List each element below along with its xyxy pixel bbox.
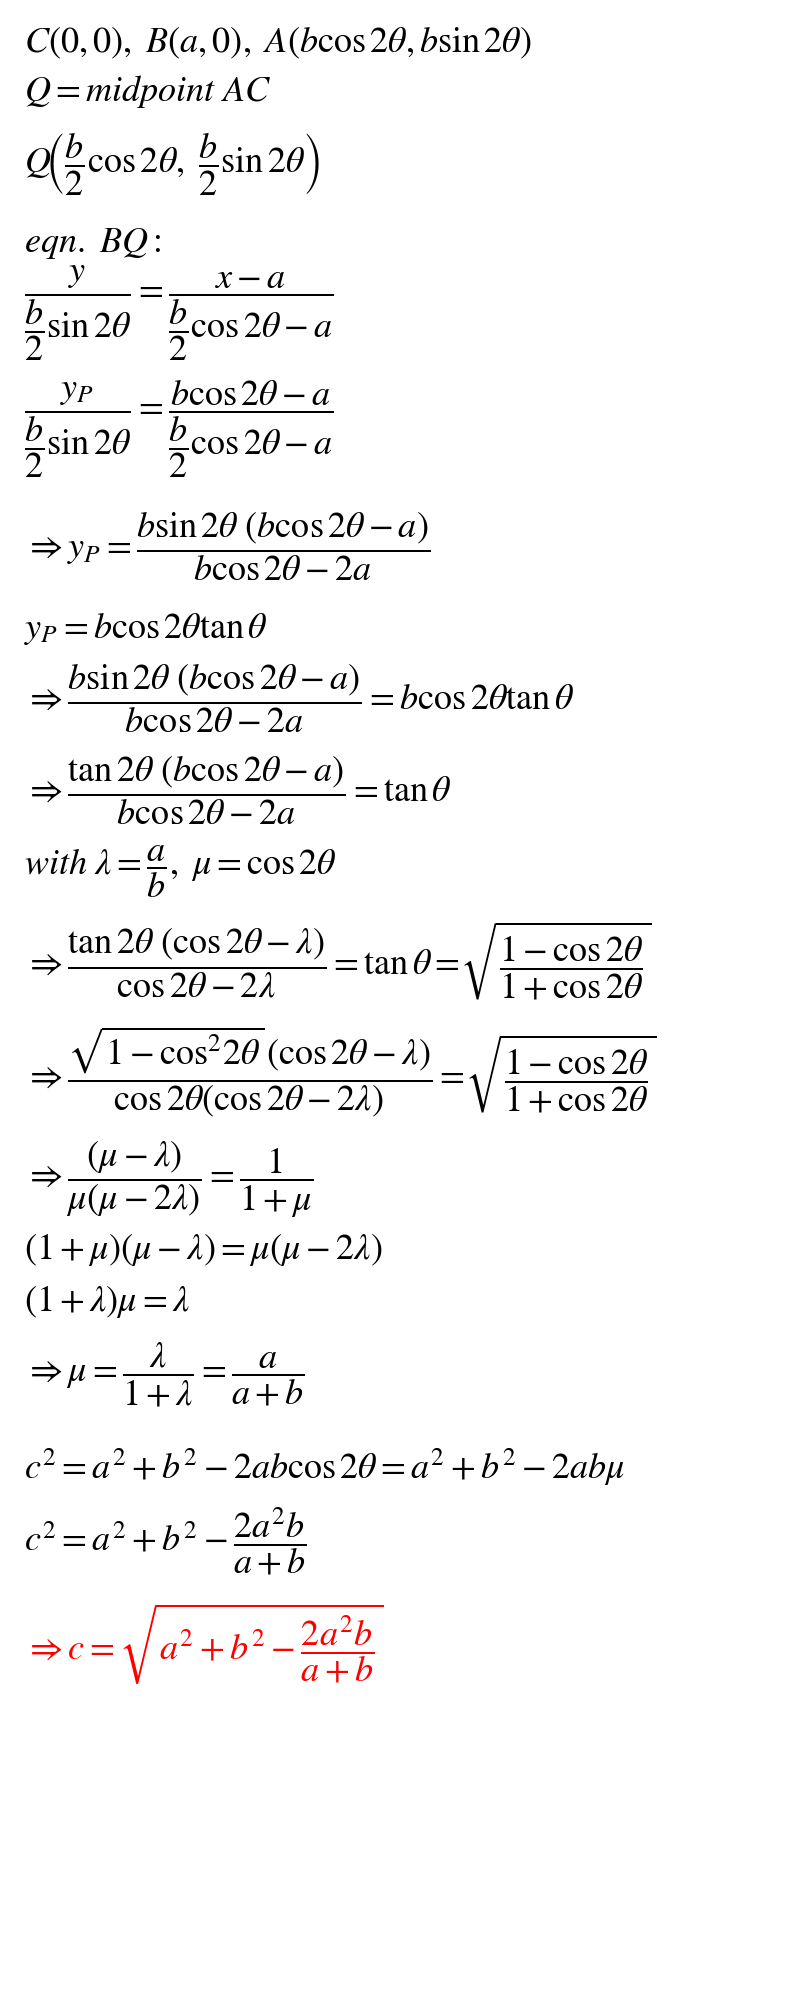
Text: $\Rightarrow\mu=\dfrac{\lambda}{1+\lambda}=\dfrac{a}{a+b}$: $\Rightarrow\mu=\dfrac{\lambda}{1+\lambd…: [24, 1341, 305, 1409]
Text: $\Rightarrow\dfrac{\tan 2\theta\ (\cos 2\theta-\lambda)}{\cos 2\theta-2\lambda}=: $\Rightarrow\dfrac{\tan 2\theta\ (\cos 2…: [24, 918, 652, 1002]
Text: $(1+\lambda)\mu=\lambda$: $(1+\lambda)\mu=\lambda$: [24, 1283, 190, 1319]
Text: $\dfrac{y}{\dfrac{b}{2}\sin 2\theta}=\dfrac{x-a}{\dfrac{b}{2}\cos 2\theta-a}$: $\dfrac{y}{\dfrac{b}{2}\sin 2\theta}=\df…: [24, 263, 334, 363]
Text: $c^2=a^2+b^2-\dfrac{2a^2b}{a+b}$: $c^2=a^2+b^2-\dfrac{2a^2b}{a+b}$: [24, 1505, 306, 1577]
Text: $Q\!\left(\dfrac{b}{2}\cos 2\theta,\ \dfrac{b}{2}\sin 2\theta\right)$: $Q\!\left(\dfrac{b}{2}\cos 2\theta,\ \df…: [24, 130, 320, 198]
Text: $Q{=}midpoint\ AC$: $Q{=}midpoint\ AC$: [24, 74, 271, 110]
Text: $\Rightarrow c=\sqrt{a^2+b^2-\dfrac{2a^2b}{a+b}}$: $\Rightarrow c=\sqrt{a^2+b^2-\dfrac{2a^2…: [24, 1603, 383, 1687]
Text: $with\ \lambda=\dfrac{a}{b},\ \mu=\cos 2\theta$: $with\ \lambda=\dfrac{a}{b},\ \mu=\cos 2…: [24, 844, 337, 900]
Text: $\Rightarrow\dfrac{b\sin 2\theta\ (b\cos 2\theta-a)}{b\cos 2\theta-2a}=b\cos 2\t: $\Rightarrow\dfrac{b\sin 2\theta\ (b\cos…: [24, 663, 574, 735]
Text: $\dfrac{y_P}{\dfrac{b}{2}\sin 2\theta}=\dfrac{b\cos 2\theta-a}{\dfrac{b}{2}\cos : $\dfrac{y_P}{\dfrac{b}{2}\sin 2\theta}=\…: [24, 379, 334, 479]
Text: $\Rightarrow y_P=\dfrac{b\sin 2\theta\ (b\cos 2\theta-a)}{b\cos 2\theta-2a}$: $\Rightarrow y_P=\dfrac{b\sin 2\theta\ (…: [24, 511, 430, 583]
Text: $\Rightarrow\dfrac{\tan 2\theta\ (b\cos 2\theta-a)}{b\cos 2\theta-2a}=\tan\theta: $\Rightarrow\dfrac{\tan 2\theta\ (b\cos …: [24, 754, 452, 826]
Text: $eqn.\ BQ:$: $eqn.\ BQ:$: [24, 226, 162, 261]
Text: $C(0,0),\ B(a,0),\ A(b\cos 2\theta,b\sin 2\theta)$: $C(0,0),\ B(a,0),\ A(b\cos 2\theta,b\sin…: [24, 26, 532, 62]
Text: $c^2=a^2+b^2-2ab\cos 2\theta=a^2+b^2-2ab\mu$: $c^2=a^2+b^2-2ab\cos 2\theta=a^2+b^2-2ab…: [24, 1447, 626, 1487]
Text: $\Rightarrow\dfrac{\sqrt{1-\cos^2\!2\theta}\,(\cos 2\theta-\lambda)}{\cos 2\thet: $\Rightarrow\dfrac{\sqrt{1-\cos^2\!2\the…: [24, 1024, 657, 1120]
Text: $y_P=b\cos 2\theta\tan\theta$: $y_P=b\cos 2\theta\tan\theta$: [24, 611, 267, 647]
Text: $(1+\mu)(\mu-\lambda)=\mu(\mu-2\lambda)$: $(1+\mu)(\mu-\lambda)=\mu(\mu-2\lambda)$: [24, 1232, 382, 1267]
Text: $\Rightarrow\dfrac{(\mu-\lambda)}{\mu(\mu-2\lambda)}=\dfrac{1}{1+\mu}$: $\Rightarrow\dfrac{(\mu-\lambda)}{\mu(\m…: [24, 1140, 314, 1220]
